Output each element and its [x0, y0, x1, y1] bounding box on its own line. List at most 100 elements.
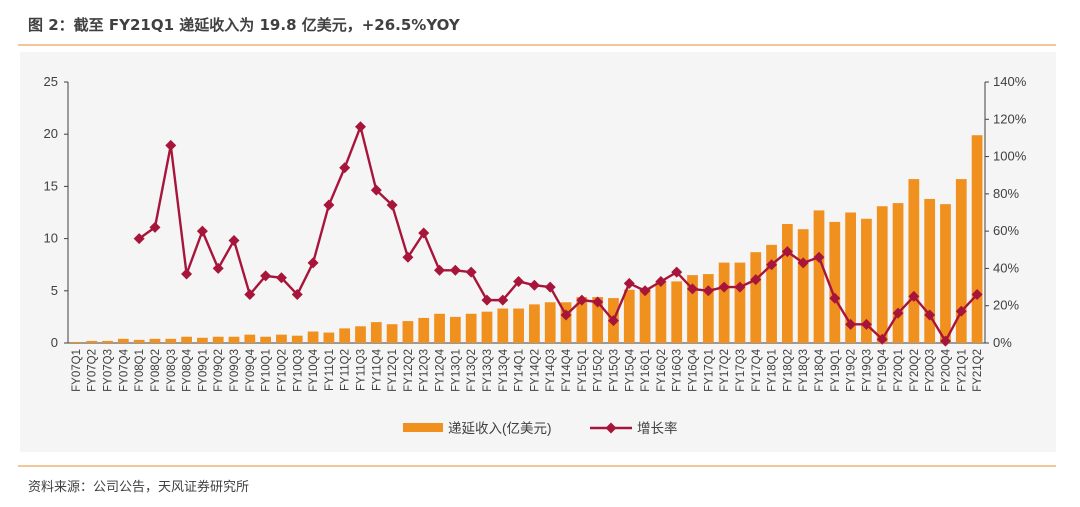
revenue-bar [639, 287, 651, 343]
growth-rate-marker [481, 294, 493, 306]
x-axis-tick-label: FY20Q1 [893, 349, 905, 392]
top-divider [18, 44, 1056, 46]
revenue-bar [402, 321, 414, 343]
revenue-bar [687, 275, 698, 343]
growth-rate-marker [323, 199, 335, 211]
right-axis-tick-label: 80% [993, 186, 1019, 201]
x-axis-tick-label: FY18Q4 [814, 348, 826, 391]
revenue-bar [924, 198, 936, 343]
x-axis-tick-label: FY12Q2 [403, 349, 415, 392]
source-note: 资料来源：公司公告，天风证券研究所 [28, 480, 250, 495]
x-axis-tick-label: FY11Q1 [324, 349, 336, 391]
growth-rate-marker [434, 264, 446, 276]
growth-rate-marker [702, 285, 714, 297]
growth-rate-marker [655, 275, 667, 287]
revenue-bar [323, 332, 335, 343]
x-axis-tick-label: FY13Q3 [482, 349, 494, 392]
x-axis-tick-label: FY15Q1 [577, 349, 589, 392]
growth-rate-marker [291, 289, 303, 301]
x-axis-tick-label: FY09Q3 [229, 349, 241, 392]
revenue-bar [940, 204, 951, 343]
x-axis-tick-label: FY17Q4 [751, 348, 763, 391]
x-axis-tick-label: FY19Q2 [846, 349, 858, 392]
revenue-bar [544, 302, 556, 343]
growth-rate-marker [133, 233, 145, 245]
x-axis-tick-label: FY16Q2 [656, 349, 668, 392]
revenue-bar [892, 203, 904, 343]
left-axis-tick-label: 0 [51, 335, 58, 350]
growth-rate-marker [275, 272, 287, 284]
growth-rate-marker [149, 221, 161, 233]
growth-rate-marker [544, 281, 556, 293]
revenue-bar [845, 212, 856, 343]
growth-rate-marker [908, 290, 920, 302]
figure-title: 图 2：截至 FY21Q1 递延收入为 19.8 亿美元，+26.5%YOY [28, 16, 460, 34]
x-axis-tick-label: FY07Q1 [71, 349, 83, 392]
revenue-bar [276, 334, 287, 343]
revenue-bar [655, 281, 667, 343]
right-axis-tick-label: 60% [993, 223, 1019, 238]
revenue-bar [370, 322, 382, 343]
revenue-bar [702, 274, 714, 343]
revenue-bar [149, 338, 161, 343]
x-axis-tick-label: FY21Q2 [972, 349, 984, 392]
x-axis-tick-label: FY17Q1 [703, 349, 715, 392]
growth-rate-marker [718, 281, 730, 293]
legend-bar-swatch [403, 423, 443, 432]
x-axis-tick-label: FY10Q3 [292, 349, 304, 392]
revenue-bar [955, 179, 967, 343]
x-axis-tick-label: FY14Q3 [545, 349, 557, 392]
revenue-bar [734, 262, 746, 343]
revenue-bar [165, 338, 177, 343]
revenue-bar [813, 210, 825, 343]
revenue-bar [576, 297, 588, 343]
deferred-revenue-chart: 0 5 10 15 20 25 0% 20% 40% 60% 80% 100% 120% 140% FY07… [44, 74, 1027, 436]
revenue-bar [434, 313, 445, 343]
right-axis-tick-label: 100% [993, 149, 1027, 164]
growth-rate-marker [244, 289, 256, 301]
x-axis-tick-label: FY10Q4 [308, 348, 320, 391]
revenue-bar [750, 252, 762, 343]
x-axis-tick-label: FY08Q3 [166, 349, 178, 392]
revenue-bar [244, 334, 256, 343]
revenue-bar [197, 337, 208, 343]
revenue-bar [418, 317, 430, 343]
left-axis-tick-label: 20 [44, 126, 58, 141]
x-axis-tick-label: FY13Q4 [498, 348, 510, 391]
growth-rate-marker [181, 268, 193, 280]
growth-rate-marker [354, 121, 366, 133]
x-axis-tick-label: FY19Q4 [877, 348, 889, 391]
growth-rate-marker [165, 139, 177, 151]
x-axis-tick-label: FY17Q3 [735, 349, 747, 392]
growth-rate-marker [339, 162, 351, 174]
revenue-bar [829, 221, 841, 343]
x-axis-tick-label: FY20Q3 [925, 349, 937, 392]
x-axis-tick-label: FY20Q4 [940, 348, 952, 391]
left-axis-tick-label: 25 [44, 74, 58, 89]
growth-rate-marker [924, 309, 936, 321]
x-axis-tick-label: FY17Q2 [719, 349, 731, 392]
x-axis-tick-label: FY21Q1 [956, 349, 968, 392]
x-axis-tick-label: FY18Q2 [782, 349, 794, 392]
x-axis-tick-label: FY11Q2 [340, 349, 352, 391]
revenue-bar [971, 135, 983, 343]
right-axis-tick-label: 140% [993, 74, 1027, 89]
revenue-bar [260, 336, 272, 343]
revenue-bar [623, 289, 635, 343]
growth-rate-marker [750, 274, 762, 286]
x-axis-tick-label: FY08Q4 [182, 348, 194, 391]
revenue-bar [797, 229, 809, 343]
revenue-bar [307, 331, 319, 343]
revenue-bar [513, 308, 524, 343]
x-axis-tick-label: FY19Q1 [830, 349, 842, 392]
x-axis-tick-label: FY14Q1 [514, 349, 526, 392]
growth-rate-marker [639, 285, 651, 297]
growth-rate-marker [671, 266, 683, 278]
revenue-bar [355, 326, 366, 343]
growth-rate-marker [402, 251, 414, 263]
revenue-bar [861, 218, 872, 343]
x-axis-tick-label: FY15Q2 [593, 349, 605, 392]
growth-rate-marker [797, 257, 809, 269]
x-axis-tick-label: FY09Q2 [213, 349, 225, 392]
revenue-bar [671, 281, 683, 343]
